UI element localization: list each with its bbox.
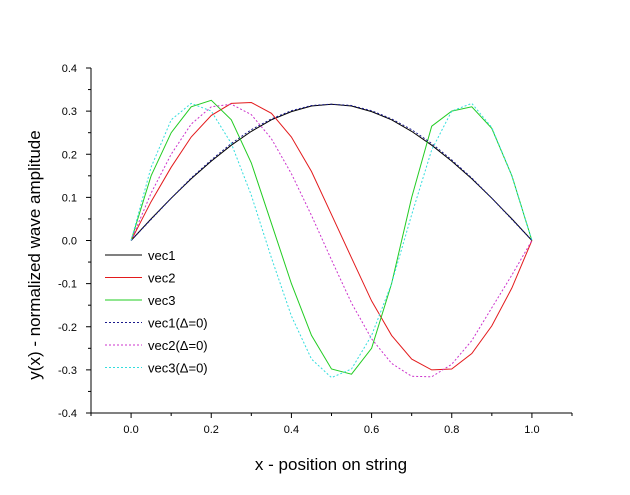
y-tick-label: -0.1 bbox=[58, 279, 77, 291]
y-axis-title: y(x) - normalized wave amplitude bbox=[25, 130, 44, 379]
series-line-3 bbox=[130, 99, 533, 375]
x-tick-label: 0.6 bbox=[364, 424, 379, 436]
legend-label: vec1 bbox=[148, 248, 175, 263]
y-tick-label: 0.0 bbox=[62, 236, 77, 248]
tick-labels: 0.0 0.2 0.4 0.6 0.8 1.0 -0.4 -0.3 -0.2 -0.1 0.0 0.1… bbox=[58, 63, 540, 436]
y-tick-label: -0.3 bbox=[58, 365, 77, 377]
legend-label: vec3 bbox=[148, 293, 175, 308]
x-axis-title: x - position on string bbox=[255, 455, 407, 474]
y-tick-label: 0.2 bbox=[62, 149, 77, 161]
legend-label: vec2(Δ=0) bbox=[148, 338, 208, 353]
legend-label: vec1(Δ=0) bbox=[148, 316, 208, 331]
series-line-5 bbox=[130, 103, 533, 378]
series-line-2 bbox=[130, 101, 533, 371]
x-tick-label: 0.2 bbox=[204, 424, 219, 436]
series-line-6 bbox=[130, 102, 533, 379]
x-tick-label: 0.0 bbox=[123, 424, 138, 436]
ticks bbox=[86, 67, 573, 418]
legend-label: vec2 bbox=[148, 271, 175, 286]
y-tick-label: 0.1 bbox=[62, 192, 77, 204]
y-tick-label: 0.4 bbox=[62, 63, 77, 75]
series-line-4 bbox=[130, 103, 533, 241]
y-tick-label: -0.4 bbox=[58, 408, 77, 420]
x-tick-label: 0.4 bbox=[284, 424, 299, 436]
legend-label: vec3(Δ=0) bbox=[148, 361, 208, 376]
legend: vec1 vec2 vec3 vec1(Δ=0) vec2(Δ=0) vec3(Δ=0) bbox=[105, 248, 208, 376]
x-tick-label: 1.0 bbox=[524, 424, 539, 436]
x-tick-label: 0.8 bbox=[444, 424, 459, 436]
y-tick-label: 0.3 bbox=[62, 106, 77, 118]
series-line-1 bbox=[130, 103, 533, 241]
series-lines bbox=[130, 99, 533, 379]
y-tick-label: -0.2 bbox=[58, 322, 77, 334]
